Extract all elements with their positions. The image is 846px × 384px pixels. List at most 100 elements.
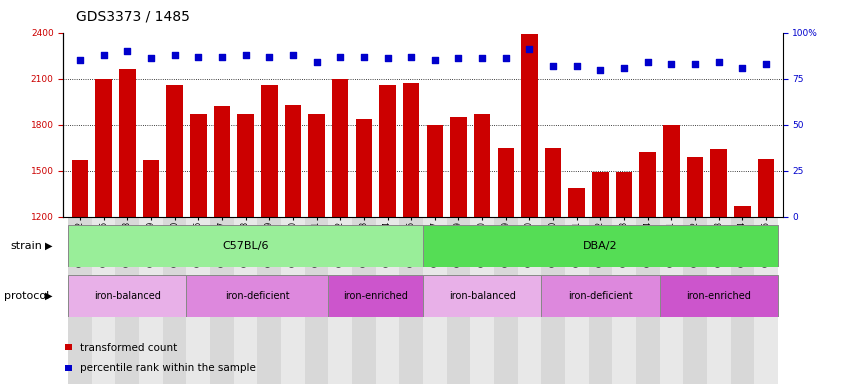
Bar <box>660 275 777 317</box>
Point <box>665 61 678 67</box>
Bar <box>707 217 730 384</box>
Bar <box>352 217 376 384</box>
Point <box>689 61 702 67</box>
Bar <box>376 217 399 384</box>
Point <box>215 53 228 60</box>
Bar <box>565 217 589 384</box>
Text: GDS3373 / 1485: GDS3373 / 1485 <box>76 10 190 23</box>
Bar <box>494 217 518 384</box>
Bar <box>69 275 186 317</box>
Bar <box>116 217 139 384</box>
Bar <box>450 117 467 217</box>
Bar <box>518 217 541 384</box>
Point <box>594 66 607 73</box>
Bar <box>636 217 660 384</box>
Bar <box>167 85 183 217</box>
Bar <box>474 114 491 217</box>
Bar <box>355 119 372 217</box>
Point <box>168 52 181 58</box>
Bar <box>545 148 562 217</box>
Text: protocol: protocol <box>4 291 49 301</box>
Text: iron-enriched: iron-enriched <box>686 291 751 301</box>
Text: iron-enriched: iron-enriched <box>343 291 408 301</box>
Text: ▶: ▶ <box>46 241 52 251</box>
Text: iron-balanced: iron-balanced <box>448 291 515 301</box>
Bar <box>162 217 186 384</box>
Point <box>452 55 465 61</box>
Bar <box>447 217 470 384</box>
Point <box>759 61 772 67</box>
Bar <box>261 85 277 217</box>
Bar <box>426 125 443 217</box>
Bar <box>497 148 514 217</box>
Point <box>381 55 394 61</box>
Point <box>357 53 371 60</box>
Text: ▶: ▶ <box>46 291 52 301</box>
Bar <box>640 152 656 217</box>
Text: iron-deficient: iron-deficient <box>569 291 633 301</box>
Bar <box>72 160 88 217</box>
Bar <box>754 217 777 384</box>
Bar <box>423 225 777 267</box>
Text: iron-deficient: iron-deficient <box>225 291 289 301</box>
Point <box>641 59 655 65</box>
Point <box>499 55 513 61</box>
Point <box>428 57 442 63</box>
Bar <box>281 217 305 384</box>
Bar <box>332 79 349 217</box>
Bar <box>186 275 328 317</box>
Bar <box>96 79 112 217</box>
Bar <box>238 114 254 217</box>
Point <box>523 46 536 52</box>
Bar <box>92 217 116 384</box>
Bar <box>233 217 257 384</box>
Point <box>570 63 584 69</box>
Point <box>286 52 299 58</box>
Bar <box>210 217 233 384</box>
Bar <box>379 85 396 217</box>
Point <box>735 65 749 71</box>
Bar <box>687 157 703 217</box>
Bar <box>613 217 636 384</box>
Bar <box>328 275 423 317</box>
Bar <box>758 159 774 217</box>
Bar <box>69 217 92 384</box>
Bar <box>139 217 162 384</box>
Bar <box>284 105 301 217</box>
Bar <box>734 206 750 217</box>
Bar <box>403 83 420 217</box>
Bar <box>660 217 684 384</box>
Bar <box>257 217 281 384</box>
Text: C57BL/6: C57BL/6 <box>222 241 269 251</box>
Bar <box>308 114 325 217</box>
Bar <box>569 188 585 217</box>
Bar <box>399 217 423 384</box>
Bar <box>305 217 328 384</box>
Text: percentile rank within the sample: percentile rank within the sample <box>80 363 255 373</box>
Point <box>404 53 418 60</box>
Bar <box>663 125 679 217</box>
Bar <box>470 217 494 384</box>
Point <box>144 55 157 61</box>
Bar <box>730 217 754 384</box>
Bar <box>592 172 608 217</box>
Point <box>74 57 87 63</box>
Bar <box>684 217 707 384</box>
Bar <box>143 160 159 217</box>
Bar <box>711 149 727 217</box>
Point <box>239 52 252 58</box>
Bar <box>423 217 447 384</box>
Point <box>310 59 323 65</box>
Point <box>712 59 726 65</box>
Bar <box>119 69 135 217</box>
Bar <box>616 172 632 217</box>
Text: DBA/2: DBA/2 <box>583 241 618 251</box>
Text: strain: strain <box>10 241 42 251</box>
Bar <box>64 344 72 350</box>
Point <box>333 53 347 60</box>
Bar <box>541 217 565 384</box>
Bar <box>186 217 210 384</box>
Point <box>618 65 631 71</box>
Bar <box>328 217 352 384</box>
Bar <box>541 275 660 317</box>
